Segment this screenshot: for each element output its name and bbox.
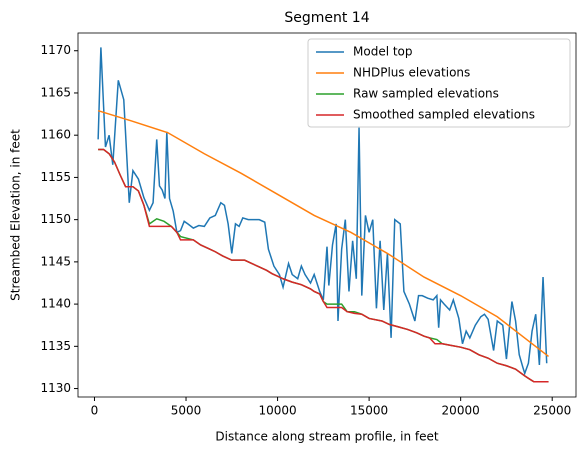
series-line xyxy=(97,109,549,358)
y-tick-label: 1160 xyxy=(40,128,71,142)
y-tick-label: 1130 xyxy=(40,381,71,395)
axes-frame xyxy=(77,32,577,398)
x-tick-label: 5000 xyxy=(171,404,202,418)
series-line xyxy=(98,148,549,383)
y-axis-label: Streambed Elevation, in feet xyxy=(9,129,23,301)
legend-box xyxy=(307,38,571,128)
x-tick-label: 0 xyxy=(91,404,99,418)
y-tick-label: 1155 xyxy=(40,170,71,184)
legend-label: Smoothed sampled elevations xyxy=(353,108,535,122)
x-tick-label: 10000 xyxy=(258,404,296,418)
legend-label: NHDPlus elevations xyxy=(353,66,470,80)
series-line xyxy=(97,47,548,376)
y-tick-label: 1150 xyxy=(40,212,71,226)
y-tick-label: 1140 xyxy=(40,297,71,311)
y-tick-label: 1135 xyxy=(40,339,71,353)
y-tick-label: 1145 xyxy=(40,254,71,268)
legend-label: Model top xyxy=(353,45,413,59)
legend-label: Raw sampled elevations xyxy=(353,87,499,101)
x-tick-label: 15000 xyxy=(350,404,388,418)
x-axis-label: Distance along stream profile, in feet xyxy=(215,430,438,444)
x-tick-label: 25000 xyxy=(533,404,571,418)
y-tick-label: 1170 xyxy=(40,43,71,57)
y-tick-label: 1165 xyxy=(40,85,71,99)
x-tick-label: 20000 xyxy=(442,404,480,418)
chart-title: Segment 14 xyxy=(284,10,369,26)
